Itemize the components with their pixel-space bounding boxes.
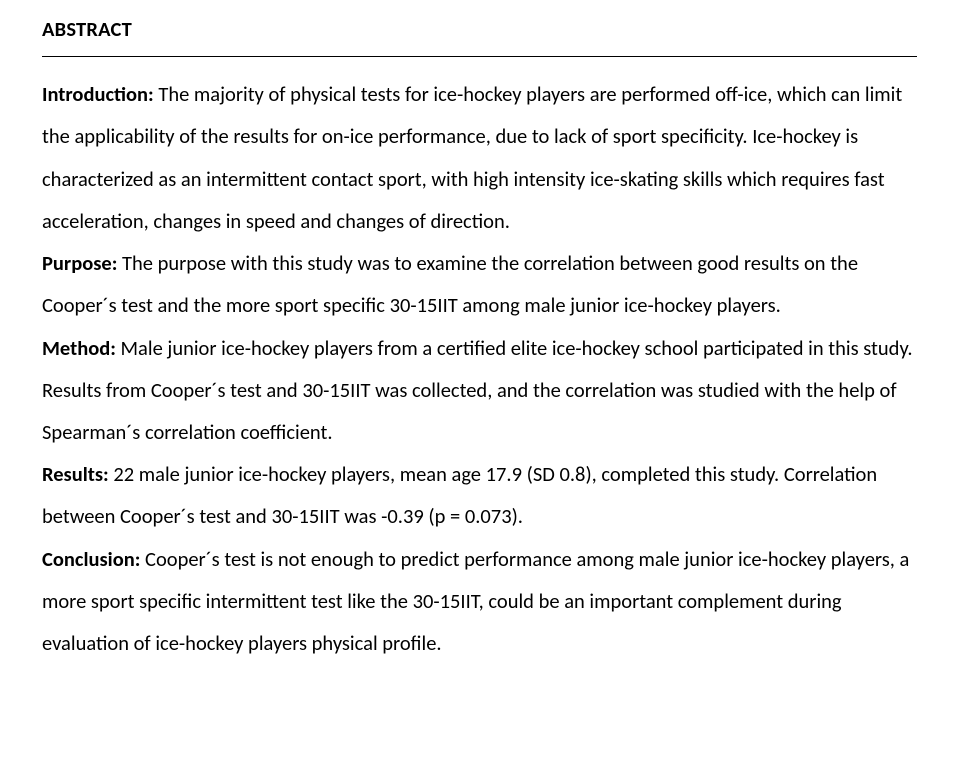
intro-label: Introduction: xyxy=(42,81,154,107)
method-text: Male junior ice-hockey players from a ce… xyxy=(42,335,913,445)
intro-text: The majority of physical tests for ice-h… xyxy=(42,81,902,234)
abstract-page: ABSTRACT Introduction: The majority of p… xyxy=(0,0,959,770)
conclusion-label: Conclusion: xyxy=(42,546,140,572)
abstract-body: Introduction: The majority of physical t… xyxy=(42,73,917,664)
section-heading: ABSTRACT xyxy=(42,8,917,57)
results-label: Results: xyxy=(42,461,109,487)
method-label: Method: xyxy=(42,335,116,361)
purpose-label: Purpose: xyxy=(42,250,117,276)
purpose-text: The purpose with this study was to exami… xyxy=(42,250,858,318)
conclusion-text: Cooper´s test is not enough to predict p… xyxy=(42,546,909,656)
results-text: 22 male junior ice-hockey players, mean … xyxy=(42,461,877,529)
